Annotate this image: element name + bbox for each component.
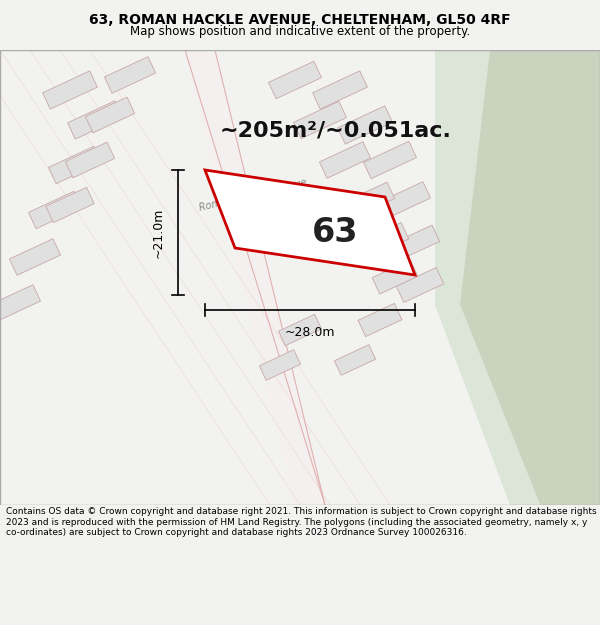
Polygon shape [460,50,600,505]
Polygon shape [205,170,415,275]
Polygon shape [334,345,376,375]
Polygon shape [259,350,301,380]
Polygon shape [338,106,392,144]
Polygon shape [361,222,409,258]
Polygon shape [43,71,97,109]
Polygon shape [104,57,155,93]
Polygon shape [396,268,444,302]
Polygon shape [319,142,371,178]
Polygon shape [10,239,61,275]
Polygon shape [65,142,115,178]
Text: Map shows position and indicative extent of the property.: Map shows position and indicative extent… [130,24,470,38]
Text: Roman Hackle Avenue: Roman Hackle Avenue [198,177,308,213]
Text: Contains OS data © Crown copyright and database right 2021. This information is : Contains OS data © Crown copyright and d… [6,508,596,538]
Text: 63, ROMAN HACKLE AVENUE, CHELTENHAM, GL50 4RF: 63, ROMAN HACKLE AVENUE, CHELTENHAM, GL5… [89,12,511,26]
Polygon shape [364,141,416,179]
Polygon shape [185,50,325,505]
Polygon shape [313,71,367,109]
Polygon shape [391,225,440,261]
Polygon shape [269,61,322,99]
Text: 63: 63 [312,216,358,249]
Text: ~205m²/~0.051ac.: ~205m²/~0.051ac. [220,120,452,140]
Polygon shape [46,188,94,222]
Polygon shape [85,97,134,133]
Polygon shape [293,101,346,139]
Polygon shape [0,285,41,321]
Polygon shape [435,50,540,505]
Polygon shape [358,303,402,337]
Text: ~28.0m: ~28.0m [285,326,335,339]
Polygon shape [372,260,418,294]
Polygon shape [278,314,322,346]
Polygon shape [29,191,82,229]
Polygon shape [68,101,122,139]
Polygon shape [379,182,431,218]
Polygon shape [346,182,395,218]
Polygon shape [49,146,101,184]
Text: ~21.0m: ~21.0m [151,208,164,258]
